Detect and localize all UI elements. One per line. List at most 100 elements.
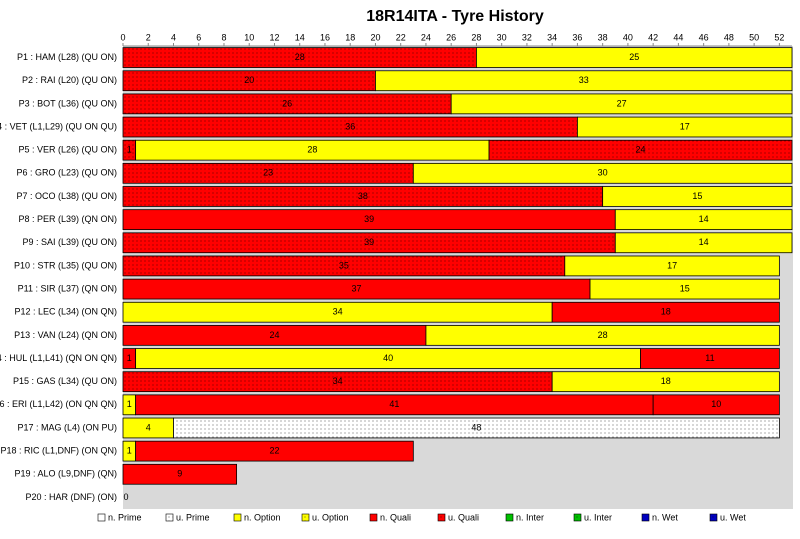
stint-bar [640, 348, 780, 369]
stint-bar [589, 278, 780, 300]
stint-label: 33 [579, 75, 589, 85]
stint-label: 14 [699, 237, 709, 247]
row-label: P19 : ALO (L9,DNF) (QN) [14, 469, 117, 479]
stint-label: 20 [244, 75, 254, 85]
legend-swatch [641, 513, 650, 522]
stint-label: 24 [636, 145, 646, 155]
row-label: P13 : VAN (L24) (QN ON) [14, 330, 117, 340]
stint-label: 30 [598, 168, 608, 178]
x-tick-label: 6 [196, 32, 201, 42]
legend-label: u. Quali [448, 512, 479, 522]
stint-label: 28 [295, 52, 305, 62]
x-tick-label: 46 [699, 32, 709, 42]
legend-label: n. Quali [380, 512, 411, 522]
stint-bar [614, 209, 793, 230]
stint-label: 17 [667, 260, 677, 270]
row-label: P10 : STR (L35) (QU ON) [14, 260, 117, 270]
legend-swatch-pattern [438, 514, 445, 521]
stint-label: 48 [471, 422, 481, 432]
row-label: P20 : HAR (DNF) (ON) [25, 492, 117, 502]
legend-label: u. Option [312, 512, 349, 522]
legend-label: u. Wet [720, 512, 746, 522]
stint-pattern [123, 47, 477, 68]
x-tick-label: 38 [598, 32, 608, 42]
row-label: P3 : BOT (L36) (QU ON) [19, 98, 117, 108]
row-label: P12 : LEC (L34) (ON QN) [14, 307, 117, 317]
stint-label: 9 [177, 469, 182, 479]
row-label: P8 : PER (L39) (QN ON) [18, 214, 117, 224]
stint-label: 22 [269, 446, 279, 456]
legend-swatch [233, 513, 242, 522]
x-tick-label: 36 [572, 32, 582, 42]
legend-label: n. Prime [108, 512, 142, 522]
stint-label: 23 [263, 168, 273, 178]
stint-pattern [489, 140, 792, 161]
stint-bar [577, 116, 793, 138]
stint-bar [551, 301, 780, 323]
stint-label: 0 [123, 492, 128, 502]
stint-pattern [123, 186, 603, 207]
x-tick-label: 14 [295, 32, 305, 42]
row-label: P16 : ERI (L1,L42) (ON QN QN) [0, 399, 117, 409]
stint-label: 1 [127, 353, 132, 363]
stint-bar [614, 232, 793, 254]
row-label: P17 : MAG (L4) (ON PU) [17, 422, 117, 432]
stint-label: 27 [617, 98, 627, 108]
stint-label: 18 [661, 376, 671, 386]
x-tick-label: 30 [497, 32, 507, 42]
x-tick-label: 2 [146, 32, 151, 42]
x-tick-label: 48 [724, 32, 734, 42]
row-label: P9 : SAI (L39) (QU ON) [22, 237, 117, 247]
x-tick-label: 18 [345, 32, 355, 42]
row-label: P5 : VER (L26) (QU ON) [18, 145, 117, 155]
legend-label: u. Inter [584, 512, 612, 522]
legend-label: u. Prime [176, 512, 210, 522]
legend-swatch-pattern [574, 514, 581, 521]
legend-label: n. Wet [652, 512, 678, 522]
legend-swatch-pattern [302, 514, 309, 521]
stint-label: 18 [661, 307, 671, 317]
legend-label: n. Inter [516, 512, 544, 522]
x-tick-label: 16 [320, 32, 330, 42]
x-tick-label: 40 [623, 32, 633, 42]
stint-bar [652, 394, 780, 416]
stint-pattern [123, 163, 414, 184]
row-label: P11 : SIR (L37) (QN ON) [18, 283, 117, 293]
stint-pattern [123, 255, 565, 276]
x-tick-label: 26 [446, 32, 456, 42]
stint-bar [602, 186, 793, 207]
stint-label: 36 [345, 121, 355, 131]
stint-pattern [123, 371, 553, 392]
stint-label: 1 [127, 399, 132, 409]
stint-pattern [123, 232, 616, 253]
legend-swatch [505, 513, 514, 522]
legend-swatch [369, 513, 378, 522]
stint-pattern [123, 93, 452, 114]
row-label: P14 : HUL (L1,L41) (QN ON QN) [0, 353, 117, 363]
stint-bar [135, 440, 414, 462]
stint-label: 28 [598, 330, 608, 340]
x-tick-label: 4 [171, 32, 176, 42]
stint-label: 24 [269, 330, 279, 340]
x-tick-label: 32 [522, 32, 532, 42]
stint-label: 26 [282, 98, 292, 108]
stint-label: 15 [692, 191, 702, 201]
stint-label: 11 [705, 353, 714, 363]
row-label: P1 : HAM (L28) (QU ON) [17, 52, 117, 62]
stint-label: 39 [364, 214, 374, 224]
row-label: P18 : RIC (L1,DNF) (ON QN) [0, 446, 117, 456]
legend-swatch-pattern [166, 514, 173, 521]
x-tick-label: 0 [120, 32, 125, 42]
stint-label: 28 [307, 145, 317, 155]
x-tick-label: 34 [547, 32, 557, 42]
stint-label: 34 [333, 307, 343, 317]
stint-bar [425, 325, 780, 346]
stint-label: 14 [699, 214, 709, 224]
stint-bar [476, 47, 793, 68]
stint-pattern [123, 117, 578, 137]
x-tick-label: 24 [421, 32, 431, 42]
x-tick-label: 8 [221, 32, 226, 42]
row-label: P7 : OCO (L38) (QU ON) [16, 191, 117, 201]
stint-bar [412, 162, 793, 184]
